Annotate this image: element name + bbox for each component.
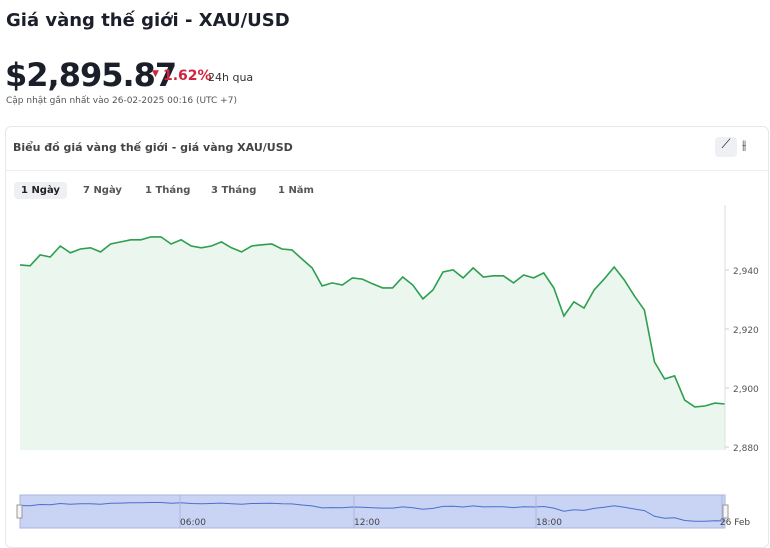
- nav-handle: [722, 504, 729, 519]
- nav-label: 26 Feb: [720, 518, 751, 528]
- price: $2,895.87: [5, 56, 177, 94]
- y-tick-label: 2,880: [733, 444, 759, 454]
- tab[interactable]: 1 Năm: [278, 185, 314, 196]
- y-tick-label: 2,900: [733, 385, 759, 395]
- y-tick-label: 2,940: [733, 267, 759, 277]
- divider: [5, 170, 768, 171]
- navigator: [19, 494, 726, 529]
- nav-label: 12:00: [354, 518, 380, 528]
- tab[interactable]: 1 Ngày: [14, 182, 67, 199]
- nav-label: 06:00: [180, 518, 206, 528]
- updated: Cập nhật gần nhất vào 26-02-2025 00:16 (…: [6, 96, 237, 106]
- area: [20, 236, 725, 450]
- tab[interactable]: 7 Ngày: [83, 185, 122, 196]
- page-title: Giá vàng thế giới - XAU/USD: [6, 10, 290, 31]
- navigator-line: [19, 502, 726, 522]
- change: 1.62%: [163, 68, 212, 84]
- nav-handle: [16, 504, 23, 519]
- tab[interactable]: 3 Tháng: [211, 185, 257, 196]
- y-tick-label: 2,920: [733, 326, 759, 336]
- change-period: 24h qua: [208, 71, 254, 84]
- card-title: Biểu đồ giá vàng thế giới - giá vàng XAU…: [13, 141, 293, 154]
- tab[interactable]: 1 Tháng: [145, 185, 191, 196]
- down-arrow: ▼: [152, 69, 159, 79]
- price-line: [19, 236, 726, 408]
- line-icon[interactable]: ⟋: [715, 137, 737, 157]
- nav-label: 18:00: [536, 518, 562, 528]
- candle-icon[interactable]: ⫲: [742, 138, 747, 153]
